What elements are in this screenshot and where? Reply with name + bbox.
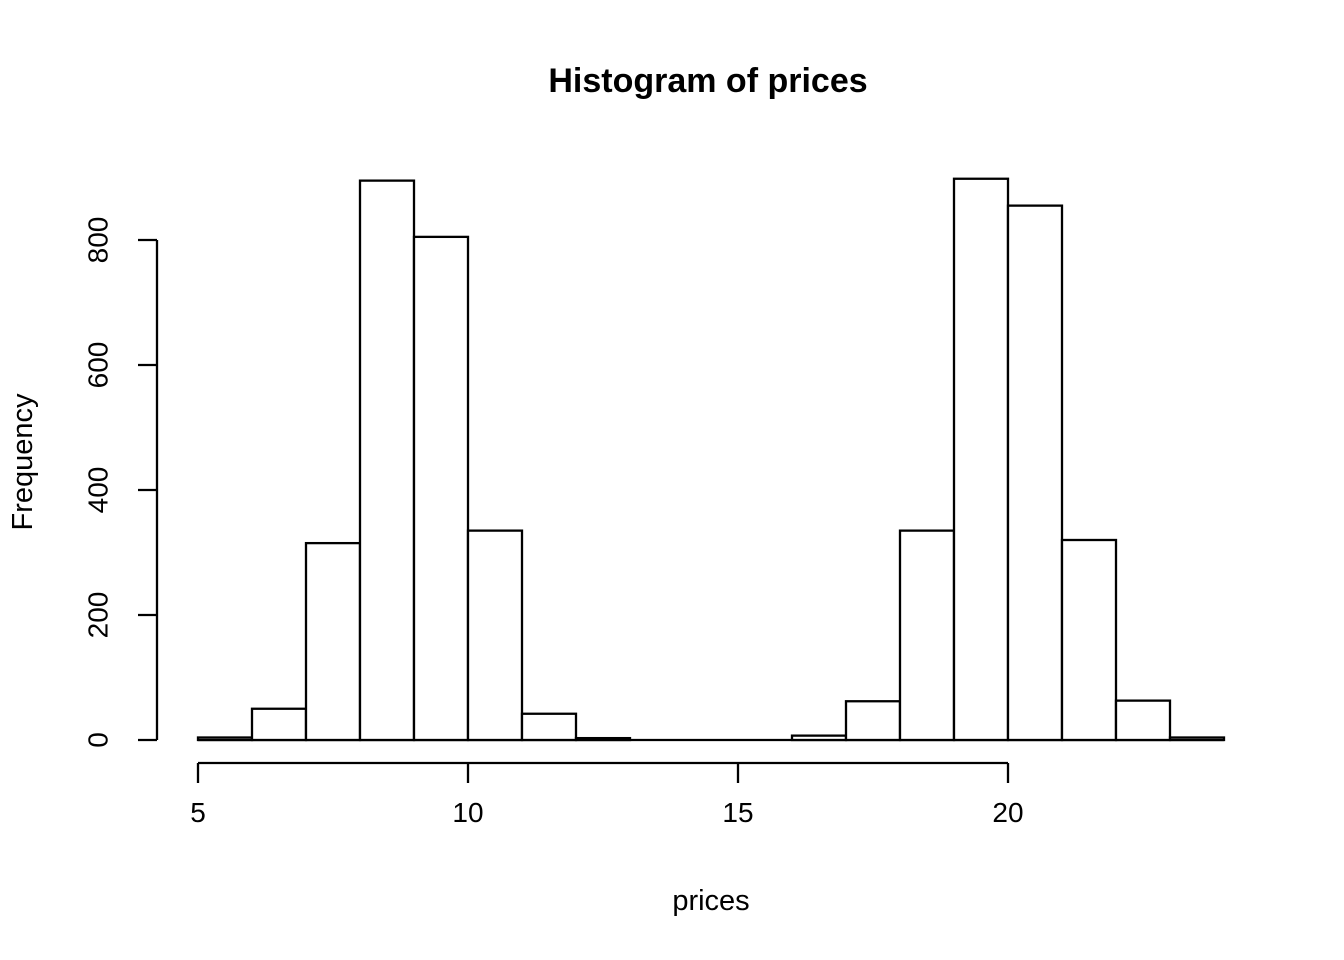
x-axis-tick-label: 15 [722,797,753,828]
plot-area: 0 200 400 600 800 5 10 15 20 [82,177,1226,828]
y-axis-tick-label: 800 [82,217,113,264]
histogram-bar [952,177,1010,742]
histogram-bar [1168,736,1226,742]
histogram-bar [520,712,578,742]
y-axis-tick-label: 200 [82,592,113,639]
y-axis-title: Frequency [7,393,39,531]
x-axis-title: prices [672,885,749,917]
histogram-bar [898,529,956,742]
chart-title: Histogram of prices [548,62,867,100]
histogram-bar [250,707,308,742]
histogram-bar [790,734,848,742]
x-axis-tick-label: 20 [992,797,1023,828]
y-axis-tick-label: 400 [82,467,113,514]
histogram-bar [412,235,470,742]
histogram-bar [1006,204,1064,742]
y-axis-tick-label: 600 [82,342,113,389]
histogram-bar [1114,699,1172,742]
histogram-bar [358,179,416,742]
histogram-bar [466,529,524,742]
x-axis-tick-label: 5 [190,797,206,828]
histogram-bar [196,736,254,742]
histogram-bar [304,541,362,742]
x-axis-tick-label: 10 [452,797,483,828]
histogram-bar [574,736,632,742]
histogram-bar [844,700,902,742]
y-axis-tick-label: 0 [82,732,113,748]
histogram-bar [1060,538,1118,742]
